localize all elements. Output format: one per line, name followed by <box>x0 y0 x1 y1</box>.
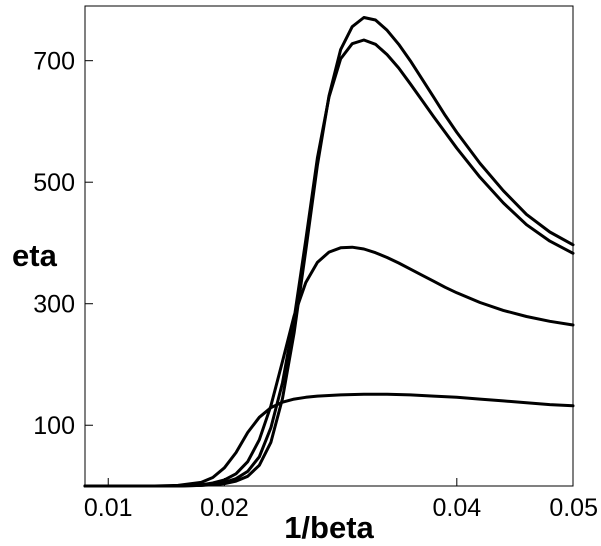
x-tick-label: 0.02 <box>200 494 249 522</box>
series-line-3 <box>83 245 575 488</box>
y-axis-title: eta <box>12 238 58 273</box>
x-tick-label: 0.01 <box>84 494 133 522</box>
x-axis-title: 1/beta <box>284 510 374 545</box>
plot-frame <box>84 5 574 487</box>
x-tick-label: 0.04 <box>432 494 481 522</box>
y-tick-label: 300 <box>33 291 75 319</box>
series-line-4 <box>83 392 575 488</box>
x-axis: 0.01 0.02 0.04 0.05 <box>84 478 598 522</box>
y-axis: 100 300 500 700 <box>33 48 93 440</box>
x-tick-label: 0.05 <box>549 494 598 522</box>
y-tick-label: 100 <box>33 412 75 440</box>
y-tick-label: 700 <box>33 48 75 76</box>
series-line-2 <box>83 38 575 488</box>
series-lines <box>83 16 575 488</box>
y-tick-label: 500 <box>33 169 75 197</box>
